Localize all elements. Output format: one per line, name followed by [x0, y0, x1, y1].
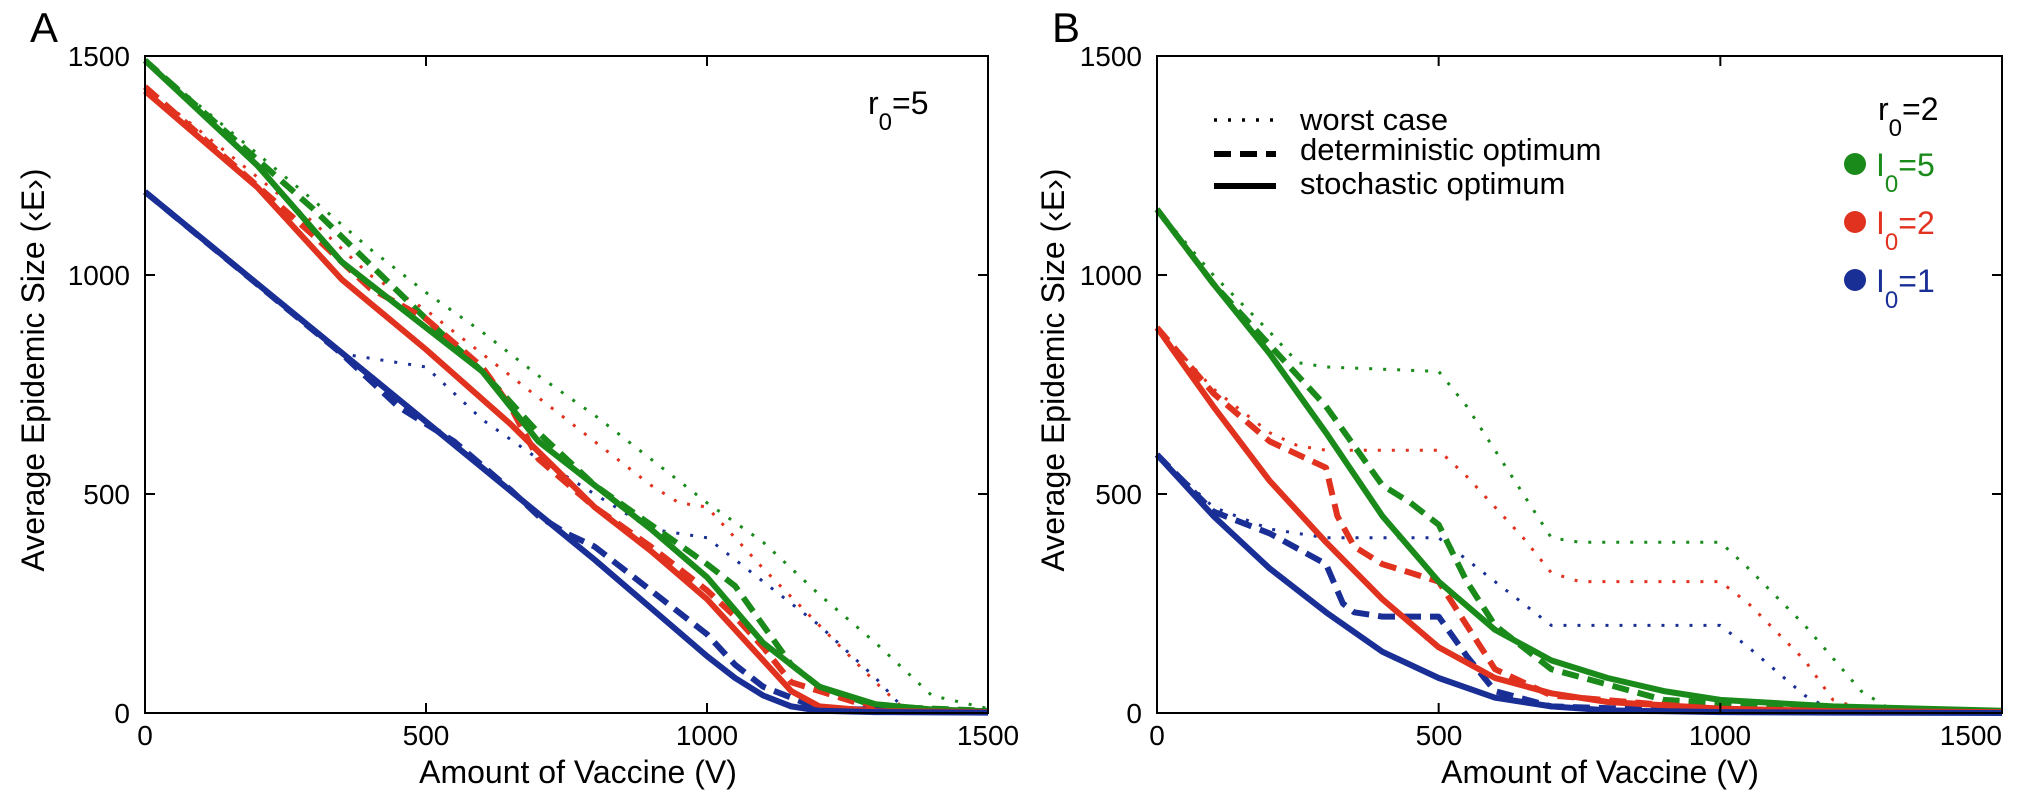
- series-lines: [142, 58, 989, 716]
- legend-i-subscript: 0: [1885, 287, 1898, 314]
- r0-annotation: r0=5: [868, 85, 929, 136]
- series-line-i0-5-worst-case: [144, 59, 989, 711]
- series-line-i0-5-deterministic-optimum: [143, 58, 989, 714]
- x-tick-label: 1000: [1689, 720, 1751, 751]
- line-style-legend: worst case deterministic optimum stochas…: [1214, 102, 1601, 201]
- panel-label: A: [30, 4, 58, 51]
- legend-i-value: =1: [1898, 263, 1934, 299]
- panel-a: A Average Epidemic Size (‹E›) Amount of …: [15, 4, 1019, 790]
- x-axis-label: Amount of Vaccine (V): [1441, 754, 1759, 790]
- legend-i-value: =2: [1898, 205, 1934, 241]
- y-tick-label: 1500: [1080, 41, 1142, 72]
- legend-label-i0-5: I0=5: [1876, 147, 1935, 198]
- legend-i-value: =5: [1898, 147, 1934, 183]
- x-tick-labels: 0 500 1000 1500: [1149, 720, 2002, 751]
- x-tick-label: 1000: [676, 720, 738, 751]
- y-tick-label: 0: [1126, 698, 1142, 729]
- legend-label-i0-2: I0=2: [1876, 205, 1935, 256]
- r0-symbol: r: [868, 85, 879, 121]
- legend-i-subscript: 0: [1885, 171, 1898, 198]
- r0-value: =2: [1902, 91, 1938, 127]
- panel-label: B: [1052, 4, 1080, 51]
- legend-i-symbol: I: [1876, 263, 1885, 299]
- series-line-i0-5-stochastic-optimum: [1154, 207, 2003, 714]
- series-line-i0-5-deterministic-optimum: [1154, 207, 2003, 715]
- axis-ticks: [1156, 55, 2003, 714]
- x-tick-labels: 0 500 1000 1500: [137, 720, 1019, 751]
- legend-label-deterministic-optimum: deterministic optimum: [1300, 132, 1601, 167]
- x-tick-label: 0: [137, 720, 153, 751]
- legend-i-symbol: I: [1876, 205, 1885, 241]
- y-axis-label: Average Epidemic Size (‹E›): [15, 168, 51, 571]
- legend-dot-i0-2: [1844, 211, 1866, 233]
- legend-label-worst-case: worst case: [1299, 102, 1448, 137]
- r0-value: =5: [892, 85, 928, 121]
- color-legend: I0=5 I0=2 I0=1: [1844, 147, 1935, 314]
- series-line-i0-2-stochastic-optimum: [143, 88, 989, 716]
- y-tick-labels: 0 500 1000 1500: [68, 41, 130, 729]
- y-tick-label: 1000: [68, 260, 130, 291]
- r0-annotation: r0=2: [1878, 91, 1939, 142]
- series-line-i0-1-deterministic-optimum: [143, 189, 989, 715]
- y-tick-label: 500: [1095, 479, 1142, 510]
- y-tick-label: 1000: [1080, 260, 1142, 291]
- r0-symbol: r: [1878, 91, 1889, 127]
- r0-subscript: 0: [1889, 115, 1902, 142]
- y-tick-label: 1500: [68, 41, 130, 72]
- x-tick-label: 500: [1416, 720, 1463, 751]
- x-tick-label: 0: [1149, 720, 1165, 751]
- plot-frame: [1156, 55, 2003, 714]
- plot-frame: [144, 55, 989, 714]
- y-tick-label: 0: [114, 698, 130, 729]
- series-line-i0-1-worst-case: [144, 190, 989, 714]
- y-axis-label: Average Epidemic Size (‹E›): [1035, 168, 1071, 571]
- series-line-i0-5-stochastic-optimum: [142, 58, 989, 715]
- series-line-i0-1-stochastic-optimum: [143, 189, 989, 716]
- panel-b: B Average Epidemic Size (‹E›) Amount of …: [1035, 4, 2003, 790]
- r0-subscript: 0: [879, 109, 892, 136]
- legend-dot-i0-1: [1844, 269, 1866, 291]
- x-tick-label: 1500: [957, 720, 1019, 751]
- series-line-i0-2-stochastic-optimum: [1154, 325, 2003, 716]
- series-line-i0-2-worst-case: [144, 85, 989, 713]
- legend-dot-i0-5: [1844, 153, 1866, 175]
- axis-ticks: [144, 55, 989, 714]
- legend-label-stochastic-optimum: stochastic optimum: [1300, 166, 1565, 201]
- y-tick-label: 500: [83, 479, 130, 510]
- x-tick-label: 500: [403, 720, 450, 751]
- legend-label-i0-1: I0=1: [1876, 263, 1935, 314]
- legend-i-subscript: 0: [1885, 229, 1898, 256]
- x-tick-label: 1500: [1940, 720, 2002, 751]
- y-tick-labels: 0 500 1000 1500: [1080, 41, 1142, 729]
- series-line-i0-2-worst-case: [1155, 326, 2003, 714]
- series-line-i0-2-deterministic-optimum: [1154, 325, 2003, 716]
- x-axis-label: Amount of Vaccine (V): [419, 754, 737, 790]
- series-lines: [1154, 207, 2003, 716]
- legend-i-symbol: I: [1876, 147, 1885, 183]
